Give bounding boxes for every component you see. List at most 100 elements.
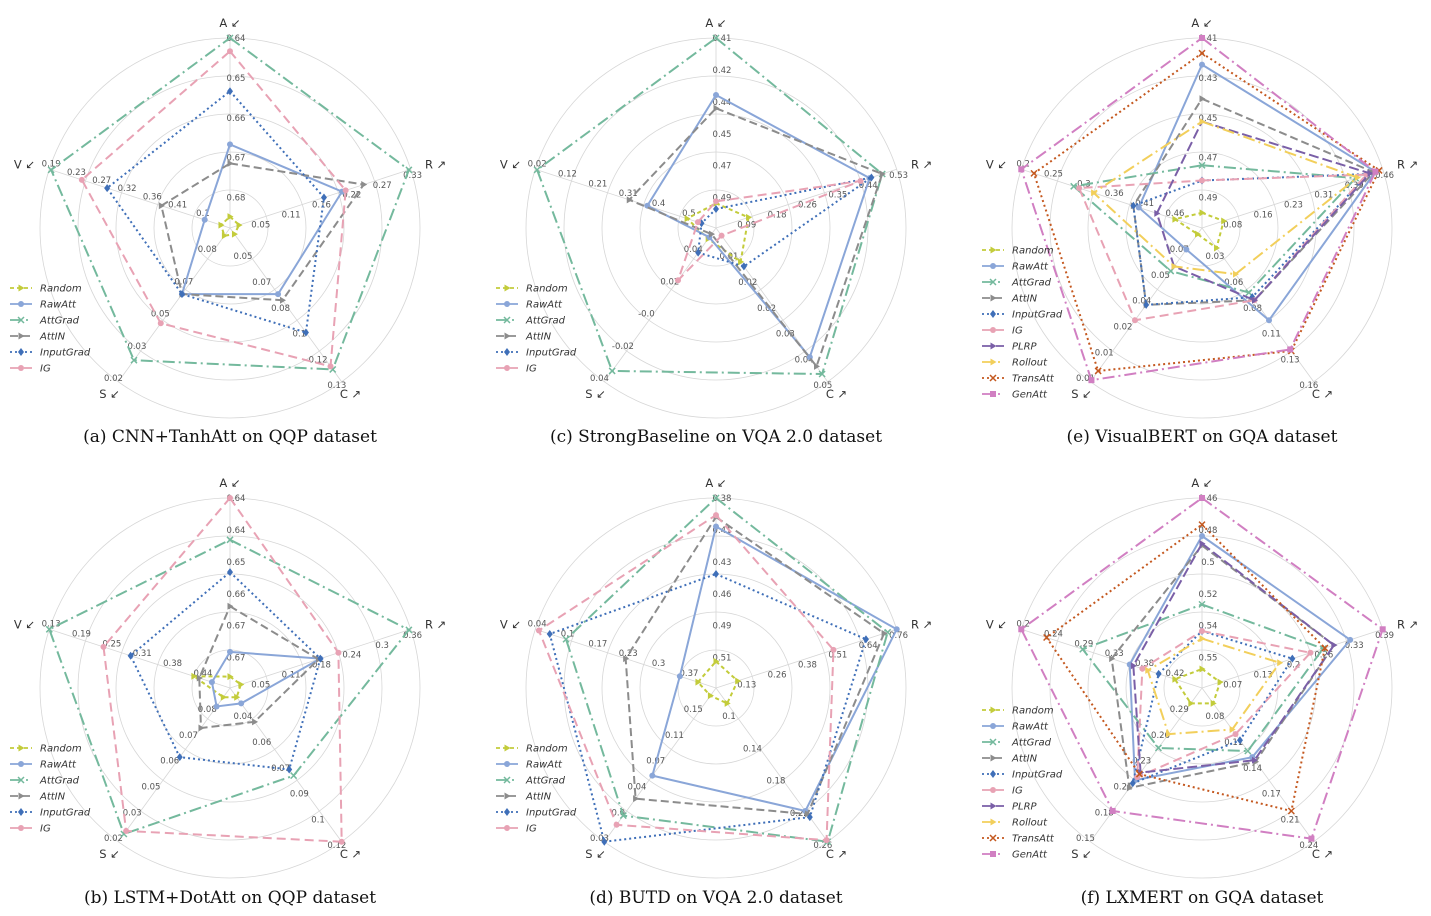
panel-caption: (a) CNN+TanhAtt on QQP dataset [83,427,377,447]
legend-label-attin: AttIN [525,792,552,803]
series-random [218,213,243,240]
legend-marker-rollout [990,818,997,826]
tick-label: 0.05 [142,783,161,793]
tick-label: 0.38 [798,661,817,671]
tick-label: 0.04 [528,620,547,630]
tick-label: 0.64 [227,34,246,44]
series-ig [78,48,349,370]
legend: Random RawAtt AttGrad AttIN InputGrad IG [10,744,91,835]
tick-label: 0.65 [227,74,246,84]
series-rawatt [1135,61,1379,324]
axis-spoke [715,628,897,689]
series-attgrad [47,34,413,373]
series-point-ig [1139,665,1146,672]
series-rollout [1091,118,1361,278]
series-point-inputgrad [740,262,747,271]
tick-label: 0.49 [713,622,732,632]
axis-spoke [1201,168,1383,229]
legend-marker-ig [990,327,996,333]
series-point-transatt [1198,521,1206,529]
axis-label-3: S ↙ [585,847,606,861]
tick-label: 0.46 [713,590,732,600]
series-point-random [220,693,227,701]
legend-marker-ig [504,825,510,831]
tick-label: 0.41 [1199,34,1218,44]
series-point-rollout [1354,174,1361,182]
tick-label: 0.26 [798,201,817,211]
axis-spoke [229,687,343,842]
series-point-rawatt [1199,61,1205,68]
series-point-inputgrad [1289,654,1296,663]
axis-label-0: A ↙ [219,16,240,30]
series-point-genatt [1018,166,1025,173]
tick-label: 0.07 [271,764,290,774]
tick-label: 0.14 [1243,764,1262,774]
series-point-rollout [1145,666,1152,674]
series-point-random [221,232,228,240]
series-point-ig [713,198,719,205]
tick-label: 0.51 [828,651,847,661]
legend-marker-plrp [990,342,997,350]
legend-marker-attin [990,294,997,302]
tick-label: 0.18 [1095,808,1114,818]
tick-label: 0.07 [1223,680,1242,690]
series-point-rawatt [227,141,233,148]
series-point-ig [157,320,164,327]
axis-label-1: R ↗ [911,618,932,632]
series-point-inputgrad [1143,300,1150,309]
legend-marker-rawatt [504,301,510,307]
series-attin [626,104,886,370]
tick-label: -0.02 [612,342,634,352]
tick-label: 0.5 [1201,558,1215,568]
series-line-rawatt [651,524,899,813]
tick-label: 0.2 [1287,661,1301,671]
tick-label: 0.67 [227,622,246,632]
series-point-transatt [1198,49,1206,57]
tick-label: 0.76 [889,631,908,641]
series-point-ig [857,178,864,185]
tick-label: 0.46 [1165,209,1184,219]
tick-label: 0.04 [590,374,609,384]
tick-label: 0.3 [652,659,666,669]
series-inputgrad [1130,169,1372,309]
axis-label-2: C ↗ [1312,387,1333,401]
series-line-genatt [1020,496,1384,840]
tick-label: 0.11 [1262,330,1281,340]
tick-label: 0.24 [1299,841,1318,851]
tick-label: 0.41 [168,201,187,211]
series-point-transatt [1043,633,1051,642]
series-point-random [191,672,198,680]
legend-marker-attgrad [17,776,25,784]
series-point-ig [1199,177,1205,184]
tick-label: 0.35 [828,191,847,201]
series-point-inputgrad [695,248,702,257]
legend-marker-rawatt [990,263,996,269]
legend-marker-random [504,744,511,752]
tick-label: 0.24 [1044,629,1063,639]
tick-label: 0.43 [1199,74,1218,84]
tick-label: 0.44 [859,181,878,191]
legend-marker-attin [504,332,511,340]
series-point-rollout [1229,726,1236,734]
series-point-ig [327,363,334,370]
series-point-rawatt [676,673,683,680]
series-point-inputgrad [302,328,309,337]
series-line-attin [627,107,884,369]
series-point-attin [361,181,368,189]
tick-label: 0.1 [561,629,575,639]
series-point-plrp [1331,641,1338,649]
legend-label-attgrad: AttGrad [525,776,566,787]
legend-marker-rawatt [504,761,510,767]
series-point-transatt [1287,807,1295,815]
legend-marker-ig [18,365,24,371]
tick-label: 0.16 [312,201,331,211]
legend-marker-rawatt [18,761,24,767]
series-point-ig [535,627,542,634]
tick-label: 0.38 [713,494,732,504]
tick-label: 0.48 [1199,526,1218,536]
tick-label: 0.09 [290,790,309,800]
tick-label: 0.29 [1170,705,1189,715]
series-random [695,657,742,707]
tick-label: 0.01 [1095,348,1114,358]
legend: Random RawAtt AttGrad AttIN InputGrad IG [10,284,91,375]
